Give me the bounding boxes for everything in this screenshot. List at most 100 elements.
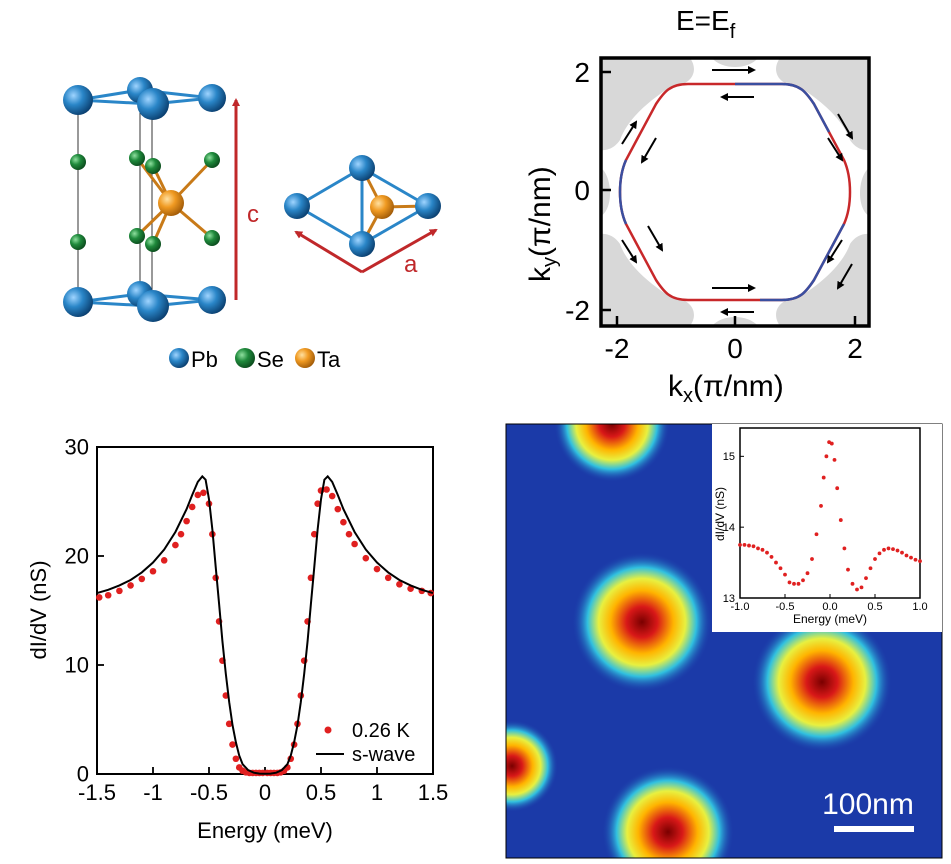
spectrum-legend: 0.26 K s-wave (316, 720, 415, 766)
data-point (877, 551, 882, 556)
data-point (850, 581, 855, 586)
scale-bar (834, 826, 914, 832)
x-tick-label: -0.5 (190, 780, 228, 805)
data-point (200, 489, 207, 497)
ky-tick-neg2: -2 (565, 295, 590, 326)
vortex-core (554, 424, 670, 482)
data-point (127, 582, 134, 589)
data-point (334, 505, 342, 513)
spectrum-tick-labels: -1.5 -1 -0.5 0 0.5 1 1.5 0 10 20 30 (65, 435, 449, 805)
data-point (778, 566, 783, 571)
data-point (842, 546, 847, 551)
x-tick-label: 0.0 (822, 601, 837, 613)
data-point (783, 572, 787, 577)
data-point (805, 571, 810, 576)
data-point (769, 555, 774, 559)
x-tick-label: 1 (371, 780, 383, 805)
x-tick-label: -0.5 (776, 601, 795, 613)
data-point (760, 547, 765, 552)
data-point (787, 580, 792, 585)
data-point (904, 553, 909, 558)
spectrum-ticks (96, 446, 434, 775)
y-tick-label: 13 (723, 593, 735, 605)
crystal-structure-panel: c a Pb Se (63, 77, 441, 372)
data-point (225, 720, 233, 728)
data-point (913, 557, 918, 562)
data-point (821, 475, 826, 480)
data-point (891, 547, 895, 552)
vortex-core (506, 720, 558, 812)
data-point (149, 567, 157, 575)
data-point (340, 518, 347, 526)
data-point (742, 542, 747, 547)
inset-xlabel: Energy (meV) (793, 612, 867, 626)
data-point (362, 554, 370, 562)
legend-se-swatch (235, 348, 255, 368)
didv-spectrum-panel: -1.5 -1 -0.5 0 0.5 1 1.5 0 10 20 30 Energy (meV) d… (26, 435, 448, 843)
data-point (747, 543, 751, 548)
legend-temperature: 0.26 K (352, 720, 410, 742)
x-tick-label: 0.5 (306, 780, 337, 805)
ky-tick-0: 0 (574, 175, 590, 206)
data-point (351, 540, 358, 548)
inset-ylabel: dI/dV (nS) (713, 487, 727, 541)
legend-points-marker (324, 726, 332, 734)
data-point (895, 548, 900, 553)
x-tick-label: -1.0 (731, 601, 750, 613)
data-point (824, 454, 829, 459)
legend-se-label: Se (257, 347, 284, 372)
y-tick-label: 10 (65, 653, 89, 678)
data-point (751, 544, 756, 549)
x-tick-label: -1 (143, 780, 163, 805)
data-point (328, 492, 336, 500)
ky-axis-label: ky(π/nm) (524, 166, 561, 282)
data-point (918, 559, 922, 564)
data-point (183, 517, 190, 525)
y-tick-label: 14 (723, 522, 735, 534)
data-point (314, 500, 321, 507)
data-point (810, 557, 814, 561)
x-tick-label: 1.5 (418, 780, 449, 805)
data-point (855, 587, 859, 592)
legend-ta-label: Ta (317, 347, 341, 372)
data-point (229, 741, 236, 748)
data-point (846, 567, 850, 572)
se-atoms (70, 150, 220, 252)
data-point (95, 594, 103, 601)
legend-pb-swatch (169, 348, 189, 368)
data-point (835, 486, 840, 491)
kx-tick-0: 0 (727, 333, 743, 364)
data-point (796, 581, 801, 586)
vortex-core (572, 552, 712, 692)
vortex-core (752, 612, 892, 752)
a-axis-label: a (404, 251, 418, 278)
data-point (188, 503, 196, 511)
legend-swave: s-wave (352, 744, 415, 766)
y-tick-label: 15 (723, 451, 735, 463)
data-point (814, 532, 819, 537)
data-point (832, 457, 837, 462)
fermi-surface-panel: E=Ef (524, 5, 871, 407)
data-point (859, 585, 864, 590)
data-point (792, 581, 796, 586)
data-point (384, 574, 392, 582)
fermi-map (601, 58, 869, 326)
c-axis-label: c (247, 201, 259, 228)
scale-bar-label: 100nm (822, 788, 914, 821)
top-view-structure (284, 155, 441, 257)
spectrum-xlabel: Energy (meV) (197, 818, 333, 843)
legend-ta-swatch (295, 348, 315, 368)
kx-tick-neg2: -2 (605, 333, 630, 364)
y-tick-label: 30 (65, 435, 89, 460)
legend-pb-label: Pb (191, 347, 218, 372)
kx-axis-label: kx(π/nm) (668, 370, 784, 407)
data-point (909, 555, 913, 560)
data-point (838, 518, 843, 522)
element-legend: Pb Se Ta (169, 347, 341, 372)
x-tick-label: 1.0 (912, 601, 927, 613)
data-point (819, 504, 823, 508)
data-point (756, 546, 760, 551)
data-point (373, 565, 381, 573)
data-point (882, 547, 886, 552)
y-tick-label: 0 (77, 762, 89, 787)
